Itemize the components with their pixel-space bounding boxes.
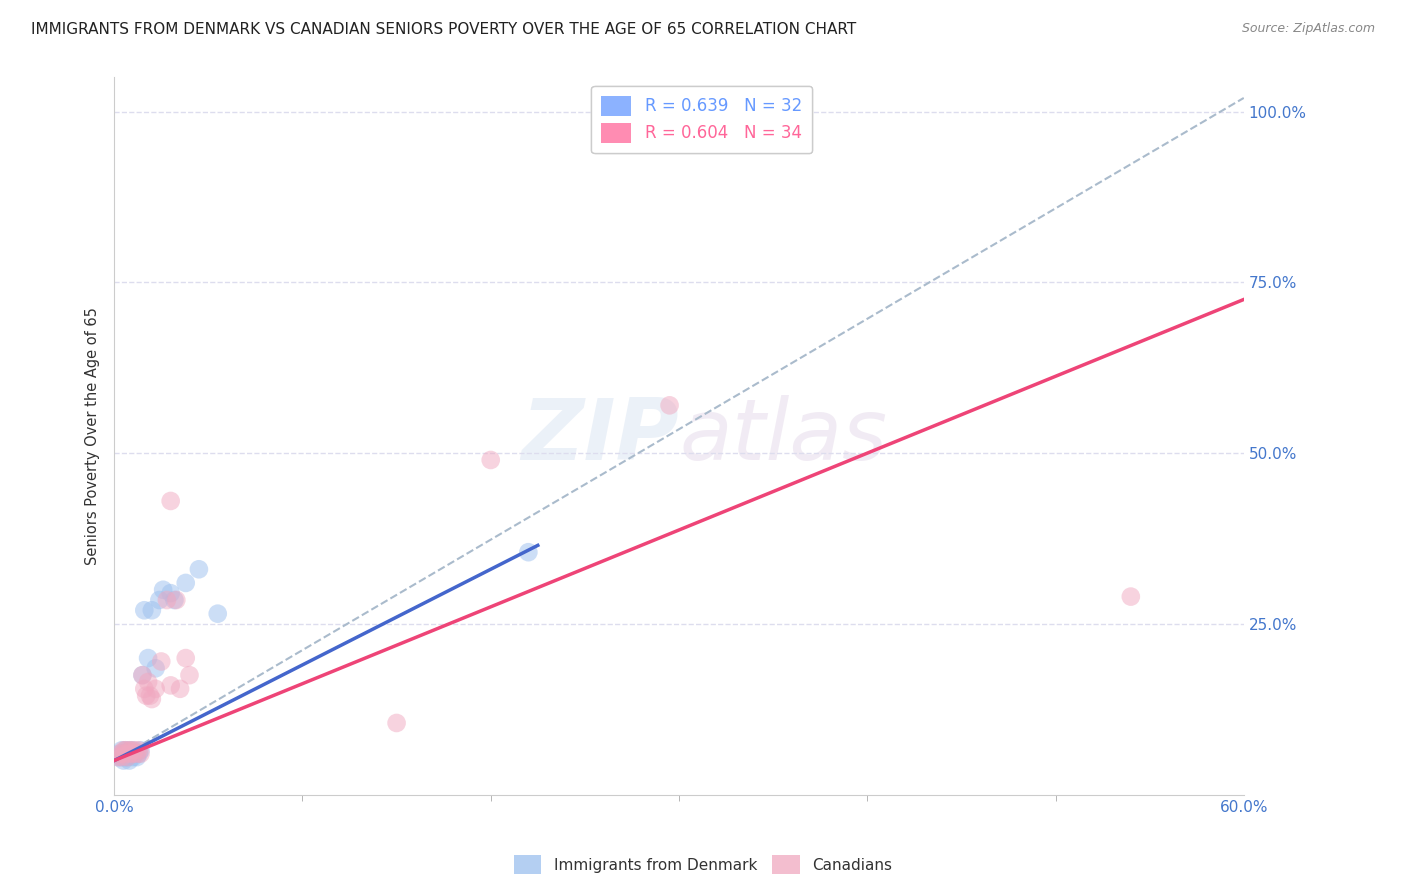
Point bbox=[134, 681, 156, 696]
Point bbox=[120, 747, 142, 761]
Point bbox=[165, 593, 187, 607]
Point bbox=[169, 681, 191, 696]
Point bbox=[111, 743, 134, 757]
Point bbox=[139, 689, 162, 703]
Point bbox=[517, 545, 540, 559]
Point bbox=[117, 747, 139, 761]
Point bbox=[174, 651, 197, 665]
Point bbox=[145, 661, 167, 675]
Point bbox=[122, 750, 145, 764]
Point bbox=[148, 593, 170, 607]
Point bbox=[135, 689, 157, 703]
Point bbox=[207, 607, 229, 621]
Point bbox=[118, 743, 141, 757]
Text: Source: ZipAtlas.com: Source: ZipAtlas.com bbox=[1241, 22, 1375, 36]
Point bbox=[112, 747, 135, 761]
Point bbox=[129, 743, 152, 757]
Point bbox=[152, 582, 174, 597]
Point bbox=[118, 754, 141, 768]
Point bbox=[125, 750, 148, 764]
Point bbox=[122, 747, 145, 761]
Point bbox=[129, 747, 152, 761]
Text: atlas: atlas bbox=[679, 394, 887, 477]
Point bbox=[108, 747, 131, 761]
Point bbox=[131, 668, 153, 682]
Point bbox=[107, 750, 129, 764]
Text: ZIP: ZIP bbox=[522, 394, 679, 477]
Text: IMMIGRANTS FROM DENMARK VS CANADIAN SENIORS POVERTY OVER THE AGE OF 65 CORRELATI: IMMIGRANTS FROM DENMARK VS CANADIAN SENI… bbox=[31, 22, 856, 37]
Point bbox=[150, 655, 173, 669]
Point bbox=[122, 743, 145, 757]
Point bbox=[117, 750, 139, 764]
Point bbox=[187, 562, 209, 576]
Point bbox=[179, 668, 201, 682]
Point bbox=[159, 678, 181, 692]
Point bbox=[112, 754, 135, 768]
Point bbox=[125, 747, 148, 761]
Point bbox=[128, 743, 150, 757]
Point bbox=[136, 675, 159, 690]
Point bbox=[134, 603, 156, 617]
Point bbox=[117, 750, 139, 764]
Point bbox=[118, 743, 141, 757]
Point bbox=[124, 747, 146, 761]
Point bbox=[111, 750, 134, 764]
Point bbox=[479, 453, 502, 467]
Point bbox=[141, 692, 163, 706]
Point bbox=[174, 576, 197, 591]
Point bbox=[112, 747, 135, 761]
Point bbox=[114, 743, 136, 757]
Point bbox=[114, 750, 136, 764]
Legend: R = 0.639   N = 32, R = 0.604   N = 34: R = 0.639 N = 32, R = 0.604 N = 34 bbox=[592, 86, 811, 153]
Point bbox=[156, 593, 179, 607]
Point bbox=[124, 743, 146, 757]
Point bbox=[159, 586, 181, 600]
Point bbox=[118, 747, 141, 761]
Point bbox=[163, 593, 186, 607]
Legend: Immigrants from Denmark, Canadians: Immigrants from Denmark, Canadians bbox=[508, 849, 898, 880]
Point bbox=[108, 747, 131, 761]
Point bbox=[385, 716, 408, 731]
Point bbox=[136, 651, 159, 665]
Point bbox=[111, 750, 134, 764]
Point bbox=[145, 681, 167, 696]
Point bbox=[1119, 590, 1142, 604]
Point bbox=[658, 398, 681, 412]
Point bbox=[131, 668, 153, 682]
Point bbox=[112, 743, 135, 757]
Point bbox=[120, 743, 142, 757]
Point bbox=[114, 743, 136, 757]
Point bbox=[141, 603, 163, 617]
Point bbox=[159, 494, 181, 508]
Point bbox=[107, 750, 129, 764]
Point bbox=[128, 747, 150, 761]
Y-axis label: Seniors Poverty Over the Age of 65: Seniors Poverty Over the Age of 65 bbox=[86, 307, 100, 565]
